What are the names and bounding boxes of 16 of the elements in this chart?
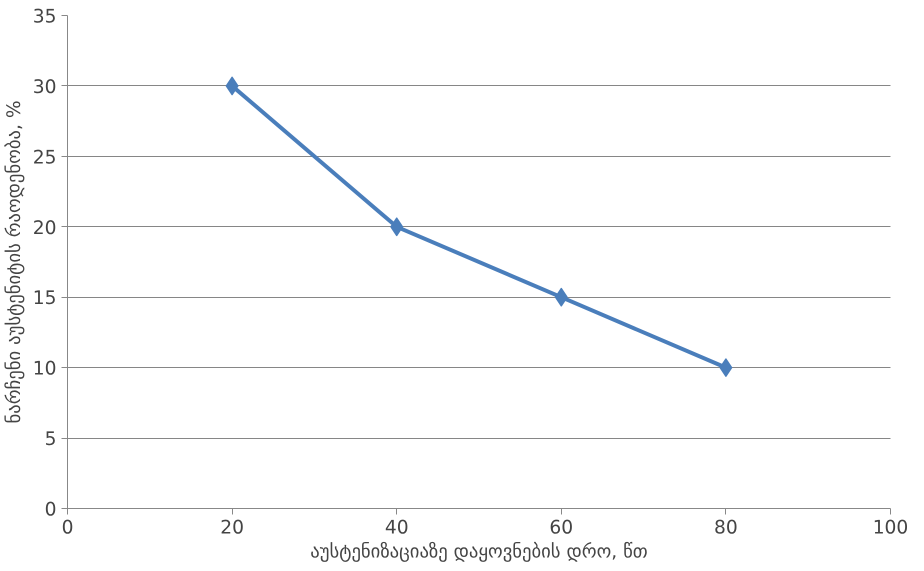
y-tick-label: 25 [32, 147, 57, 168]
x-tick-label: 80 [714, 518, 738, 538]
x-tick-label: 0 [62, 518, 74, 538]
y-tick-label: 20 [32, 218, 57, 239]
y-tick-label: 10 [32, 358, 57, 380]
y-axis-title: ნარჩენი აუსტენიტის რაოდენობა, % [4, 100, 25, 424]
y-tick-label: 0 [44, 500, 57, 520]
y-tick-label: 35 [32, 6, 57, 28]
x-axis-title: აუსტენიზაციაზე დაყოვნების დრო, წთ [310, 542, 648, 562]
x-tick-label: 40 [384, 518, 409, 538]
x-tick-label: 100 [872, 518, 908, 538]
y-tick-label: 15 [32, 288, 57, 310]
y-tick-label: 30 [32, 76, 57, 98]
x-tick-label: 60 [549, 518, 574, 538]
x-tick-label: 20 [220, 518, 244, 538]
y-tick-label: 5 [44, 429, 57, 450]
